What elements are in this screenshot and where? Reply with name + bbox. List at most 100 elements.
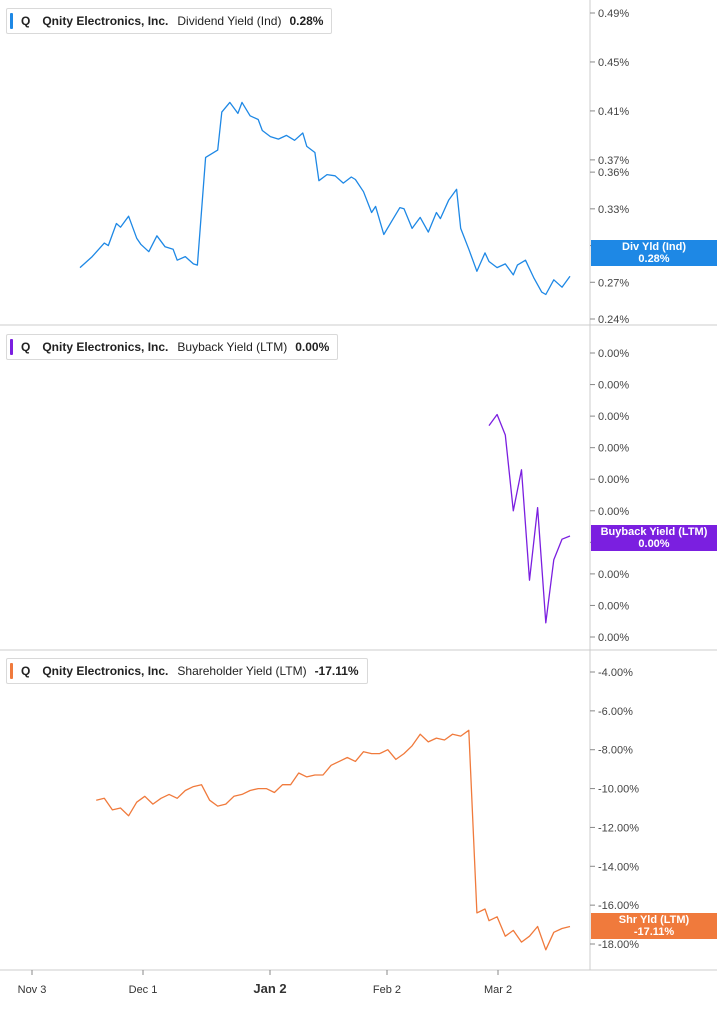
series-line-shareholder <box>96 729 571 951</box>
data-point <box>525 260 526 261</box>
data-point <box>379 753 380 754</box>
last-value-badge-dividend: Div Yld (Ind) 0.28% <box>591 240 717 266</box>
data-point <box>128 216 129 217</box>
data-point <box>306 146 307 147</box>
data-point <box>460 228 461 229</box>
legend-dividend-yield[interactable]: Q Qnity Electronics, Inc. Dividend Yield… <box>6 8 333 34</box>
data-point <box>537 507 538 508</box>
data-point <box>136 802 137 803</box>
data-point <box>513 274 514 275</box>
data-point <box>128 815 129 816</box>
data-point <box>420 217 421 218</box>
data-point <box>250 115 251 116</box>
data-point <box>164 246 165 247</box>
y-tick-label: 0.24% <box>598 314 629 326</box>
data-point <box>221 112 222 113</box>
x-tick-label: Dec 1 <box>129 984 158 996</box>
data-point <box>468 249 469 250</box>
data-point <box>513 510 514 511</box>
badge-label: Shr Yld (LTM) <box>618 914 690 926</box>
data-point <box>436 737 437 738</box>
data-point <box>258 119 259 120</box>
data-point <box>326 174 327 175</box>
data-point <box>428 231 429 232</box>
data-point <box>177 260 178 261</box>
data-point <box>488 920 489 921</box>
data-point <box>343 183 344 184</box>
y-tick-label: -12.00% <box>598 822 639 834</box>
data-point <box>302 132 303 133</box>
data-point <box>513 930 514 931</box>
data-point <box>355 761 356 762</box>
data-point <box>136 238 137 239</box>
data-point <box>201 784 202 785</box>
legend-metric: Buyback Yield (LTM) <box>177 340 288 354</box>
data-point <box>258 788 259 789</box>
data-point <box>339 761 340 762</box>
y-tick-label: 0.00% <box>598 569 629 581</box>
data-point <box>331 765 332 766</box>
data-point <box>282 784 283 785</box>
legend-value: 0.00% <box>295 340 330 354</box>
data-point <box>569 535 570 536</box>
data-point <box>420 734 421 735</box>
data-point <box>278 138 279 139</box>
data-point <box>363 751 364 752</box>
data-point <box>152 804 153 805</box>
data-point <box>173 249 174 250</box>
legend-shareholder-yield[interactable]: Q Qnity Electronics, Inc. Shareholder Yi… <box>6 658 368 684</box>
y-tick-label: 0.27% <box>598 277 629 289</box>
data-point <box>545 949 546 950</box>
y-tick-label: -10.00% <box>598 784 639 796</box>
data-point <box>561 287 562 288</box>
data-point <box>569 926 570 927</box>
y-tick-label: 0.33% <box>598 204 629 216</box>
legend-company: Qnity Electronics, Inc. <box>42 340 169 354</box>
badge-value: 0.28% <box>638 253 670 265</box>
data-point <box>488 261 489 262</box>
data-point <box>347 757 348 758</box>
data-point <box>104 798 105 799</box>
data-point <box>553 932 554 933</box>
data-point <box>412 228 413 229</box>
data-point <box>497 414 498 415</box>
y-tick-label: 0.00% <box>598 443 629 455</box>
series-color-swatch <box>10 339 13 355</box>
x-tick-label: Feb 2 <box>373 984 401 996</box>
data-point <box>403 753 404 754</box>
data-point <box>561 928 562 929</box>
y-tick-label: 0.49% <box>598 8 629 20</box>
data-point <box>505 936 506 937</box>
data-point <box>387 749 388 750</box>
data-point <box>395 759 396 760</box>
data-point <box>545 622 546 623</box>
y-tick-label: 0.00% <box>598 380 629 392</box>
data-point <box>120 227 121 228</box>
data-point <box>294 140 295 141</box>
y-tick-label: -6.00% <box>598 706 633 718</box>
data-point <box>314 774 315 775</box>
y-tick-label: -16.00% <box>598 900 639 912</box>
data-point <box>468 730 469 731</box>
data-point <box>505 434 506 435</box>
data-point <box>529 936 530 937</box>
legend-buyback-yield[interactable]: Q Qnity Electronics, Inc. Buyback Yield … <box>6 334 339 360</box>
data-point <box>428 741 429 742</box>
y-tick-label: -18.00% <box>598 939 639 951</box>
data-point <box>456 189 457 190</box>
y-tick-label: 0.36% <box>598 167 629 179</box>
series-line-buyback <box>488 413 571 624</box>
y-tick-label: 0.00% <box>598 348 629 360</box>
badge-value: 0.00% <box>638 538 670 550</box>
x-tick-label: Nov 3 <box>18 984 47 996</box>
y-tick-label: 0.41% <box>598 106 629 118</box>
y-tick-label: -8.00% <box>598 745 633 757</box>
data-point <box>371 212 372 213</box>
data-point <box>274 792 275 793</box>
data-point <box>375 206 376 207</box>
legend-ticker: Q <box>21 14 31 28</box>
y-tick-label: 0.37% <box>598 155 629 167</box>
data-point <box>250 790 251 791</box>
legend-ticker: Q <box>21 664 31 678</box>
